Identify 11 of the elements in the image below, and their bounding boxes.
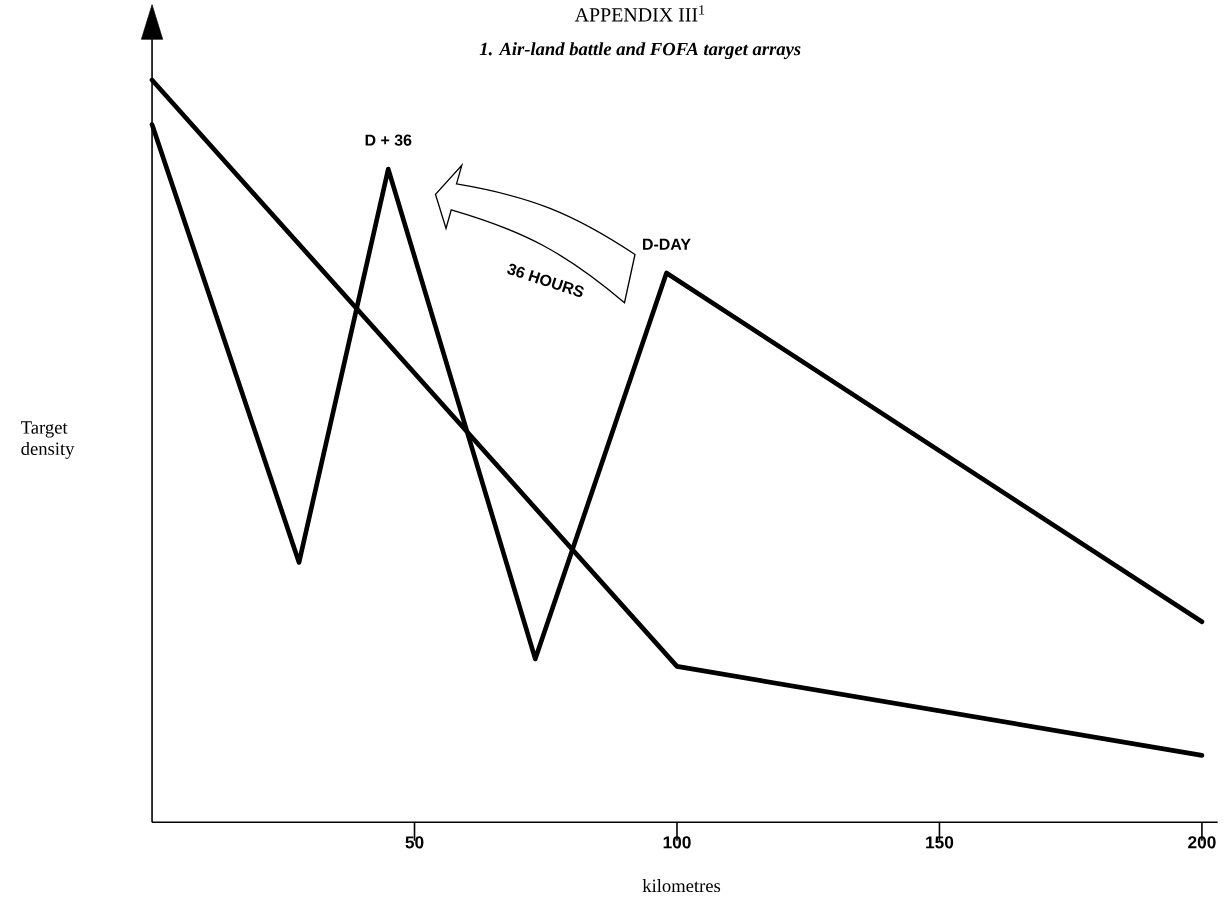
x-tick-label: 100: [663, 836, 691, 849]
x-tick-label: 50: [405, 836, 424, 849]
annotation: 36 HOURS: [507, 263, 584, 297]
x-tick-label: 200: [1188, 836, 1216, 849]
y-axis-title: Target density: [21, 421, 75, 459]
chart-title: APPENDIX III$^{1}$: [574, 5, 705, 22]
chart-subtitle: 1. Air-land battle and FOFA target arrays: [479, 42, 801, 60]
x-tick-label: 150: [926, 836, 954, 849]
annotation: D + 36: [365, 134, 412, 146]
x-axis-title: kilometres: [642, 878, 721, 892]
annotation: D-DAY: [643, 238, 691, 250]
